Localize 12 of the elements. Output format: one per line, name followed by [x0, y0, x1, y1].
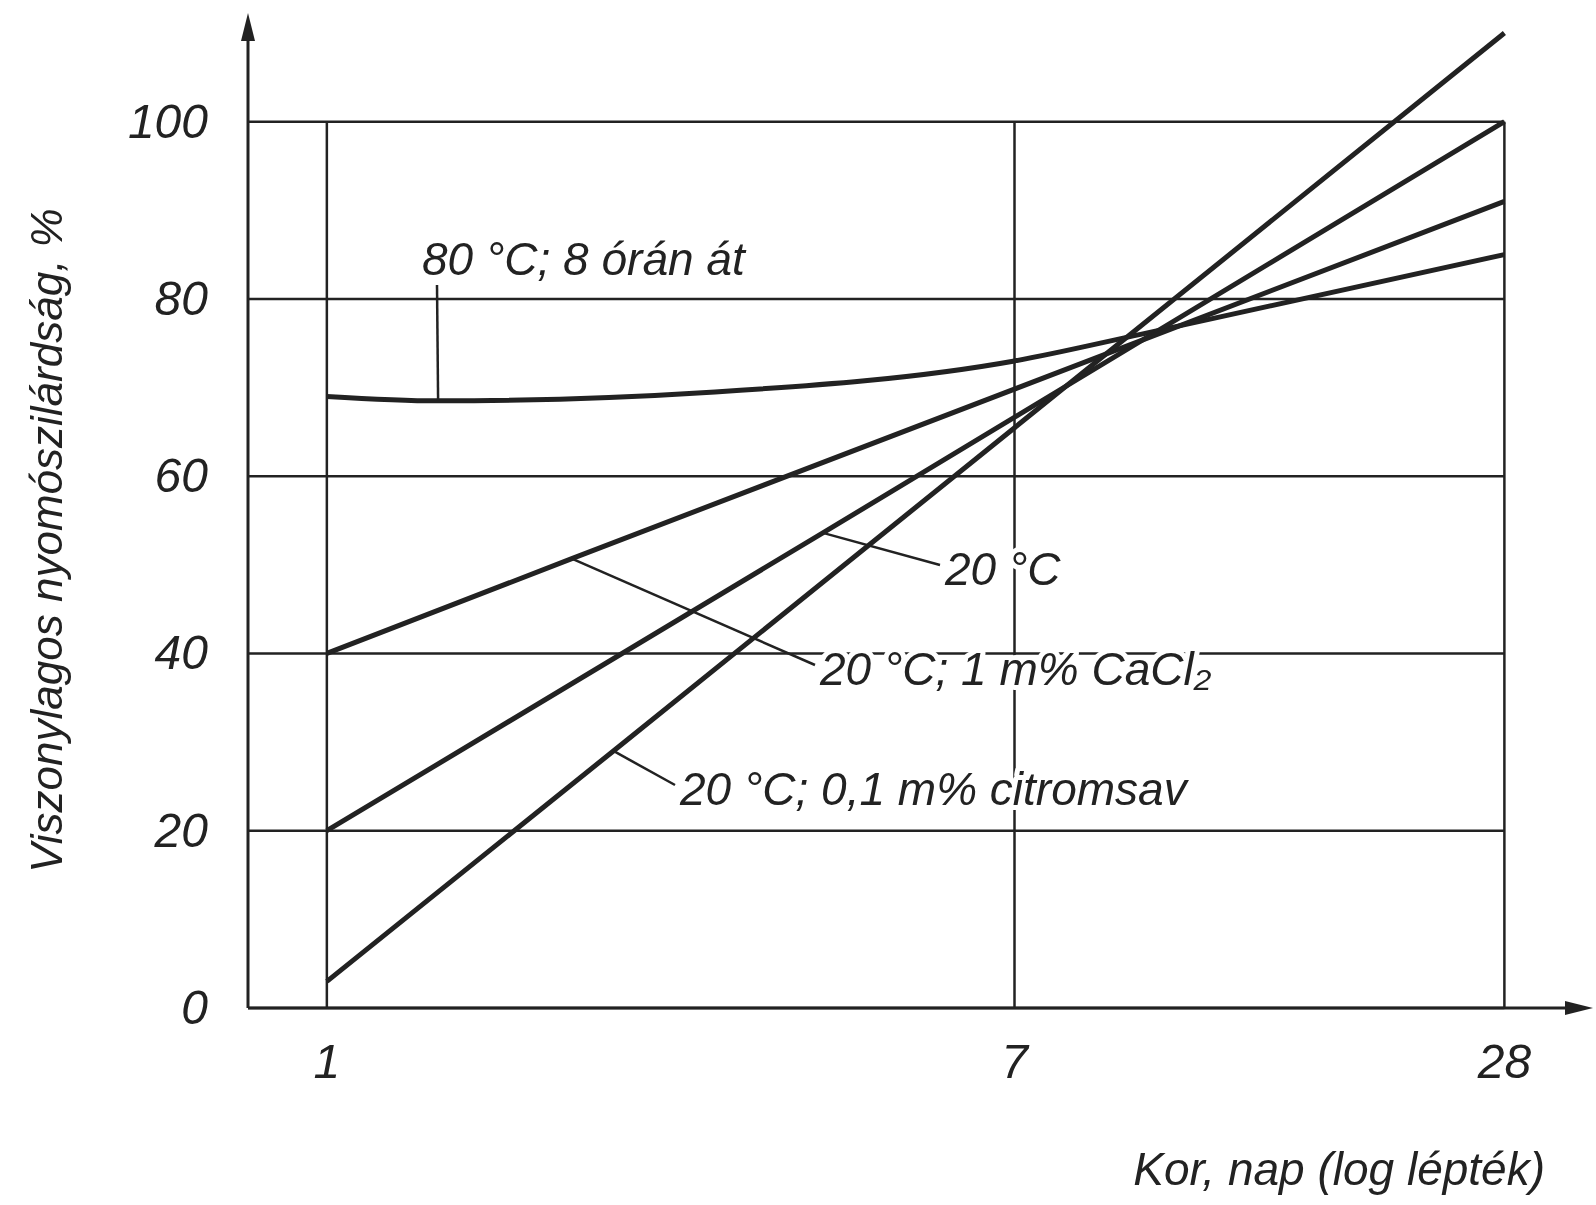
text: 80 °C; 8 órán át [422, 233, 747, 285]
x-tick-label: 7 [1001, 1035, 1031, 1088]
y-tick-label: 80 [154, 271, 209, 325]
x-tick-label: 28 [1476, 1035, 1532, 1088]
y-tick-label: 0 [181, 981, 209, 1034]
y-axis-title: Viszonylagos nyomószilárdság, % [22, 208, 71, 873]
y-tick-label: 60 [154, 449, 209, 503]
x-axis-title: Kor, nap (log lépték) [1133, 1143, 1545, 1195]
x-tick-label: 1 [313, 1035, 341, 1088]
y-tick-label: 100 [127, 94, 209, 148]
y-tick-label: 40 [154, 626, 209, 680]
y-tick-label: 20 [153, 803, 209, 857]
